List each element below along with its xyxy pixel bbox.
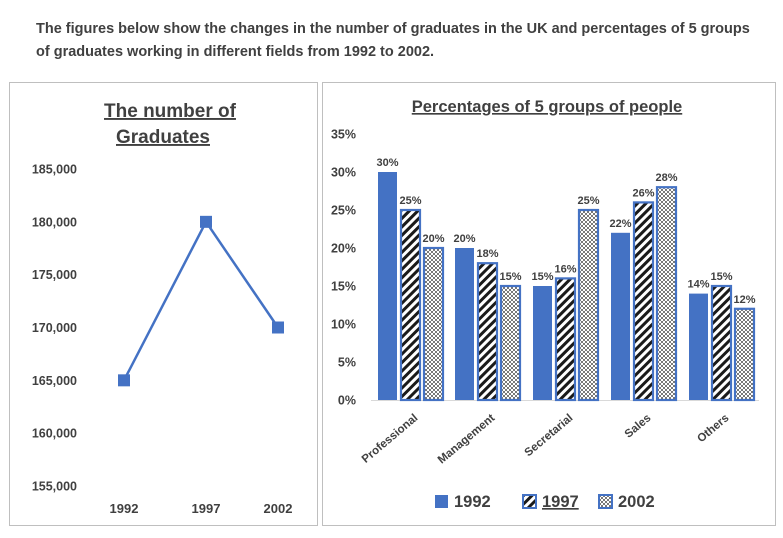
bar-data-label: 25% (399, 195, 421, 207)
bar-1992-sales (611, 232, 630, 400)
bar-chart-title: Percentages of 5 groups of people (412, 98, 682, 116)
bar-1997-secretarial (554, 277, 577, 402)
line-ytick-label: 155,000 (32, 480, 77, 494)
legend-swatch-1997 (522, 494, 537, 509)
bar-2002-others (733, 307, 756, 402)
bar-chart-legend: 1992 1997 2002 (435, 493, 655, 511)
bar-1997-management (476, 262, 499, 402)
line-ytick-label: 165,000 (32, 374, 77, 388)
bar-2002-sales (655, 186, 678, 402)
legend-label-1992: 1992 (454, 493, 491, 511)
bar-ytick-label: 5% (338, 356, 356, 370)
line-ytick-label: 170,000 (32, 321, 77, 335)
bar-category-label: Secretarial (523, 412, 576, 459)
bar-ytick-label: 30% (331, 166, 356, 180)
bar-ytick-label: 25% (331, 204, 356, 218)
legend-label-2002: 2002 (618, 493, 655, 511)
bar-2002-management (499, 284, 522, 402)
line-xtick-label: 1992 (110, 501, 139, 516)
bar-data-label: 28% (655, 172, 677, 184)
graduates-line-chart-panel: The number of Graduates 155,000 160,000 16… (9, 82, 318, 526)
groups-bar-chart-panel: Percentages of 5 groups of people 0% 5% 10… (322, 82, 776, 526)
bar-data-label: 15% (531, 271, 553, 283)
caption: The figures below show the changes in th… (36, 21, 750, 60)
bar-data-label: 20% (453, 233, 475, 245)
bar-category-label: Sales (623, 412, 654, 441)
bar-ytick-label: 0% (338, 394, 356, 408)
bar-category-label: Management (436, 412, 498, 466)
bar-1992-professional (378, 172, 397, 400)
bar-data-label: 12% (733, 294, 755, 306)
line-chart-title-line1: The number of (104, 101, 237, 122)
graduates-series-line (122, 219, 280, 381)
bar-data-label: 16% (554, 263, 576, 275)
bar-data-label: 26% (632, 187, 654, 199)
bar-1997-professional (399, 208, 422, 402)
line-ytick-label: 180,000 (32, 215, 77, 229)
legend-swatch-2002 (598, 494, 613, 509)
line-point-marker (118, 374, 130, 387)
legend-swatch-1992 (435, 495, 448, 508)
line-xtick-label: 1997 (192, 501, 221, 516)
line-ytick-label: 185,000 (32, 163, 77, 177)
bar-ytick-label: 10% (331, 318, 356, 332)
line-chart-title-line2: Graduates (116, 127, 210, 148)
bar-data-label: 14% (687, 279, 709, 291)
bar-2002-secretarial (577, 208, 600, 402)
line-xtick-label: 2002 (264, 501, 293, 516)
line-point-marker (272, 321, 284, 334)
legend-label-1997: 1997 (542, 493, 579, 511)
bar-1997-sales (632, 201, 655, 402)
line-point-marker (200, 215, 212, 228)
bar-data-label: 25% (577, 195, 599, 207)
bar-ytick-label: 35% (331, 128, 356, 142)
bar-data-label: 15% (710, 271, 732, 283)
graduates-line-chart: The number of Graduates 155,000 160,000 16… (32, 101, 293, 516)
bar-2002-professional (422, 246, 445, 402)
bar-category-label: Others (695, 412, 731, 445)
groups-bar-chart: Percentages of 5 groups of people 0% 5% 10… (331, 98, 759, 511)
bar-data-label: 30% (376, 157, 398, 169)
bar-data-label: 18% (476, 248, 498, 260)
bar-1997-others (710, 284, 733, 402)
line-ytick-label: 175,000 (32, 268, 77, 282)
line-ytick-label: 160,000 (32, 427, 77, 441)
bar-1992-others (689, 293, 708, 400)
bar-ytick-label: 15% (331, 280, 356, 294)
bar-1992-management (455, 248, 474, 400)
bar-ytick-label: 20% (331, 242, 356, 256)
bar-1992-secretarial (533, 286, 552, 400)
bar-category-label: Professional (360, 412, 421, 466)
bar-data-label: 15% (499, 271, 521, 283)
bar-data-label: 20% (422, 233, 444, 245)
bar-data-label: 22% (609, 218, 631, 230)
